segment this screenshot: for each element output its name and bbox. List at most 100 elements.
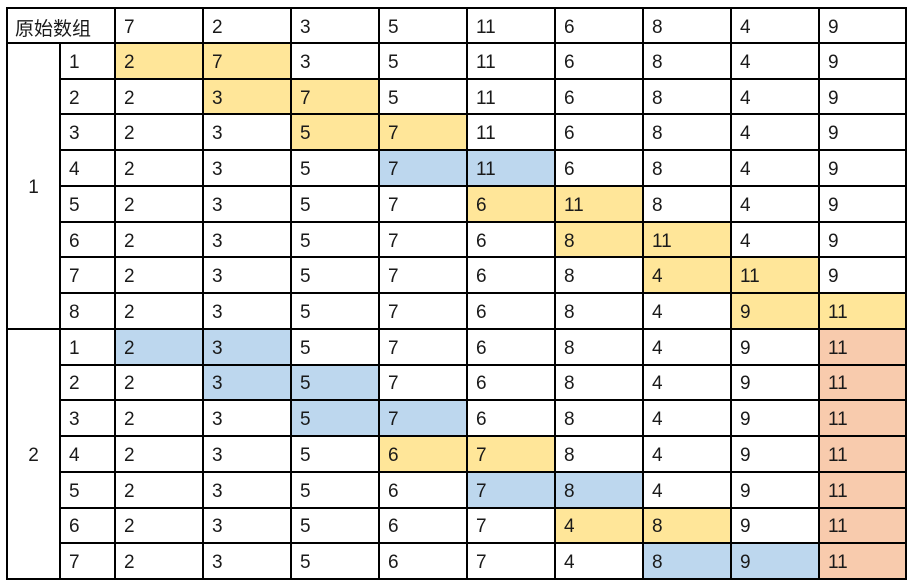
grid-hline [59,256,907,259]
value-cell: 11 [476,123,496,145]
value-cell: 2 [124,87,135,109]
value-cell: 5 [291,364,379,401]
value-cell: 11 [819,364,906,401]
header-value-cell: 5 [388,16,399,38]
value-cell: 5 [300,552,311,574]
value-cell: 8 [564,266,575,288]
value-cell: 7 [388,301,399,323]
value-cell: 6 [564,87,575,109]
value-cell: 4 [740,87,751,109]
value-cell: 4 [564,552,575,574]
pass-label: 2 [28,444,39,466]
value-cell: 8 [555,471,643,508]
value-cell: 5 [300,480,311,502]
value-cell: 6 [476,230,487,252]
value-cell: 3 [212,301,223,323]
value-cell: 6 [476,373,487,395]
value-cell: 2 [124,409,135,431]
value-cell: 7 [476,552,487,574]
value-cell: 2 [124,516,135,538]
row-index-cell: 2 [69,373,80,395]
row-index-cell: 5 [69,194,80,216]
header-value-cell: 7 [124,16,135,38]
pass-label: 1 [28,176,39,198]
value-cell: 5 [300,266,311,288]
value-cell: 8 [643,507,731,544]
value-cell: 11 [819,328,906,365]
value-cell: 9 [740,480,751,502]
value-cell: 4 [652,337,663,359]
grid-hline [59,77,907,80]
header-value-cell: 9 [828,16,839,38]
value-cell: 3 [300,51,311,73]
value-cell: 2 [124,159,135,181]
value-cell: 3 [212,516,223,538]
value-cell: 5 [291,114,379,151]
value-cell: 6 [564,51,575,73]
value-cell: 4 [652,301,663,323]
value-cell: 4 [652,373,663,395]
value-cell: 6 [564,123,575,145]
grid-hline [59,184,907,187]
grid-hline [59,113,907,116]
row-index-cell: 6 [69,230,80,252]
row-index-cell: 3 [69,409,80,431]
value-cell: 6 [388,516,399,538]
value-cell: 6 [388,480,399,502]
value-cell: 7 [388,266,399,288]
grid-hline [59,149,907,152]
header-value-cell: 2 [212,16,223,38]
value-cell: 2 [124,266,135,288]
value-cell: 3 [212,409,223,431]
value-cell: 8 [555,221,643,258]
value-cell: 5 [291,400,379,437]
value-cell: 3 [212,123,223,145]
value-cell: 7 [388,194,399,216]
grid-hline [6,327,907,330]
value-cell: 3 [212,552,223,574]
value-cell: 9 [740,409,751,431]
row-index-cell: 1 [69,337,80,359]
row-index-cell: 1 [69,51,80,73]
grid-vline [6,7,8,580]
value-cell: 3 [212,266,223,288]
value-cell: 11 [819,543,906,579]
value-cell: 8 [652,87,663,109]
value-cell: 9 [740,373,751,395]
grid-vline [59,42,61,580]
value-cell: 8 [643,543,731,579]
grid-hline [59,506,907,509]
value-cell: 3 [203,364,291,401]
header-label: 原始数组 [15,19,92,40]
header-value-cell: 3 [300,16,311,38]
value-cell: 3 [212,194,223,216]
value-cell: 3 [212,230,223,252]
value-cell: 8 [652,159,663,181]
value-cell: 2 [124,480,135,502]
value-cell: 2 [124,552,135,574]
value-cell: 5 [300,516,311,538]
value-cell: 3 [212,480,223,502]
value-cell: 2 [124,373,135,395]
value-cell: 8 [564,409,575,431]
value-cell: 8 [564,301,575,323]
value-cell: 7 [467,471,555,508]
value-cell: 7 [476,516,487,538]
value-cell: 3 [212,444,223,466]
value-cell: 11 [731,257,819,294]
grid-hline [59,399,907,402]
value-cell: 5 [300,194,311,216]
value-cell: 3 [203,78,291,115]
value-cell: 5 [300,230,311,252]
value-cell: 2 [124,444,135,466]
value-cell: 5 [300,301,311,323]
row-index-cell: 5 [69,480,80,502]
value-cell: 4 [555,507,643,544]
value-cell: 8 [564,373,575,395]
value-cell: 2 [124,123,135,145]
value-cell: 7 [388,230,399,252]
value-cell: 9 [828,87,839,109]
value-cell: 2 [124,194,135,216]
value-cell: 4 [652,409,663,431]
